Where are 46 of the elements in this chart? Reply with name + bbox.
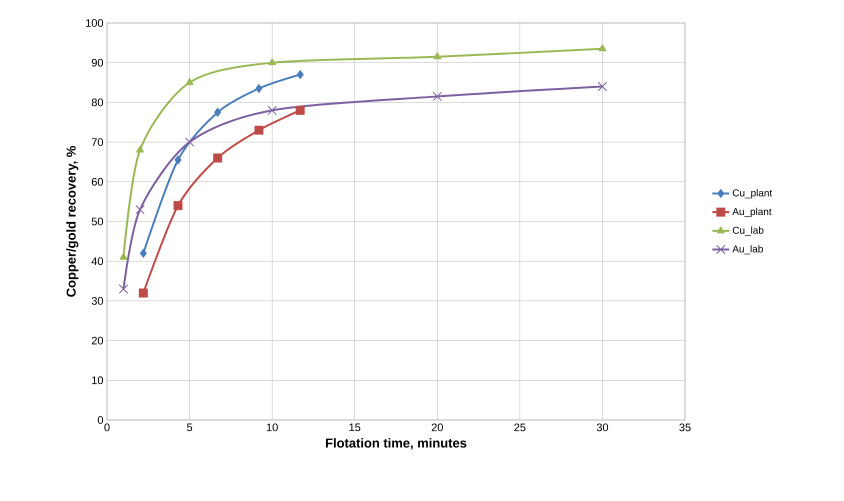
point xyxy=(214,108,222,117)
x-tick-label: 35 xyxy=(679,424,691,432)
legend-label: Cu_plant xyxy=(732,189,772,198)
y-tick-label: 30 xyxy=(92,297,104,305)
point xyxy=(213,153,222,162)
x-tick-label: 30 xyxy=(596,424,608,432)
y-tick-label: 60 xyxy=(92,178,104,186)
y-tick-label: 90 xyxy=(92,58,104,67)
point xyxy=(186,78,194,86)
x-tick-label: 0 xyxy=(104,424,110,432)
point xyxy=(140,248,147,258)
y-tick-label: 100 xyxy=(86,19,104,27)
point xyxy=(432,92,442,102)
point xyxy=(598,82,608,92)
legend-label: Cu_lab xyxy=(732,226,764,236)
point xyxy=(136,146,144,153)
x-tick-label: 10 xyxy=(266,424,278,432)
y-axis-title: Copper/gold recovery, % xyxy=(66,146,78,297)
y-tick-label: 80 xyxy=(92,98,104,106)
y-tick-label: 50 xyxy=(92,218,104,226)
y-tick-label: 70 xyxy=(92,138,104,146)
point xyxy=(267,106,277,116)
point xyxy=(598,44,606,52)
point xyxy=(174,201,182,210)
point xyxy=(118,284,128,294)
x-tick-label: 5 xyxy=(186,424,192,432)
point xyxy=(135,204,145,214)
x-tick-label: 20 xyxy=(432,424,443,432)
x-axis-title: Flotation time, minutes xyxy=(326,438,466,450)
point xyxy=(254,126,264,135)
point xyxy=(174,155,182,164)
point xyxy=(138,288,148,298)
y-tick-label: 0 xyxy=(98,416,104,424)
point xyxy=(255,84,262,93)
y-tick-label: 20 xyxy=(92,336,104,344)
point xyxy=(296,70,304,80)
x-tick-label: 25 xyxy=(514,424,526,432)
point xyxy=(120,252,128,260)
point xyxy=(296,106,305,115)
legend-label: Au_lab xyxy=(732,245,763,254)
x-tick-label: 15 xyxy=(349,424,360,432)
point xyxy=(268,58,276,66)
point xyxy=(433,52,442,60)
y-tick-label: 40 xyxy=(92,257,104,266)
y-tick-label: 10 xyxy=(92,376,104,384)
legend-label: Au_plant xyxy=(732,208,772,218)
